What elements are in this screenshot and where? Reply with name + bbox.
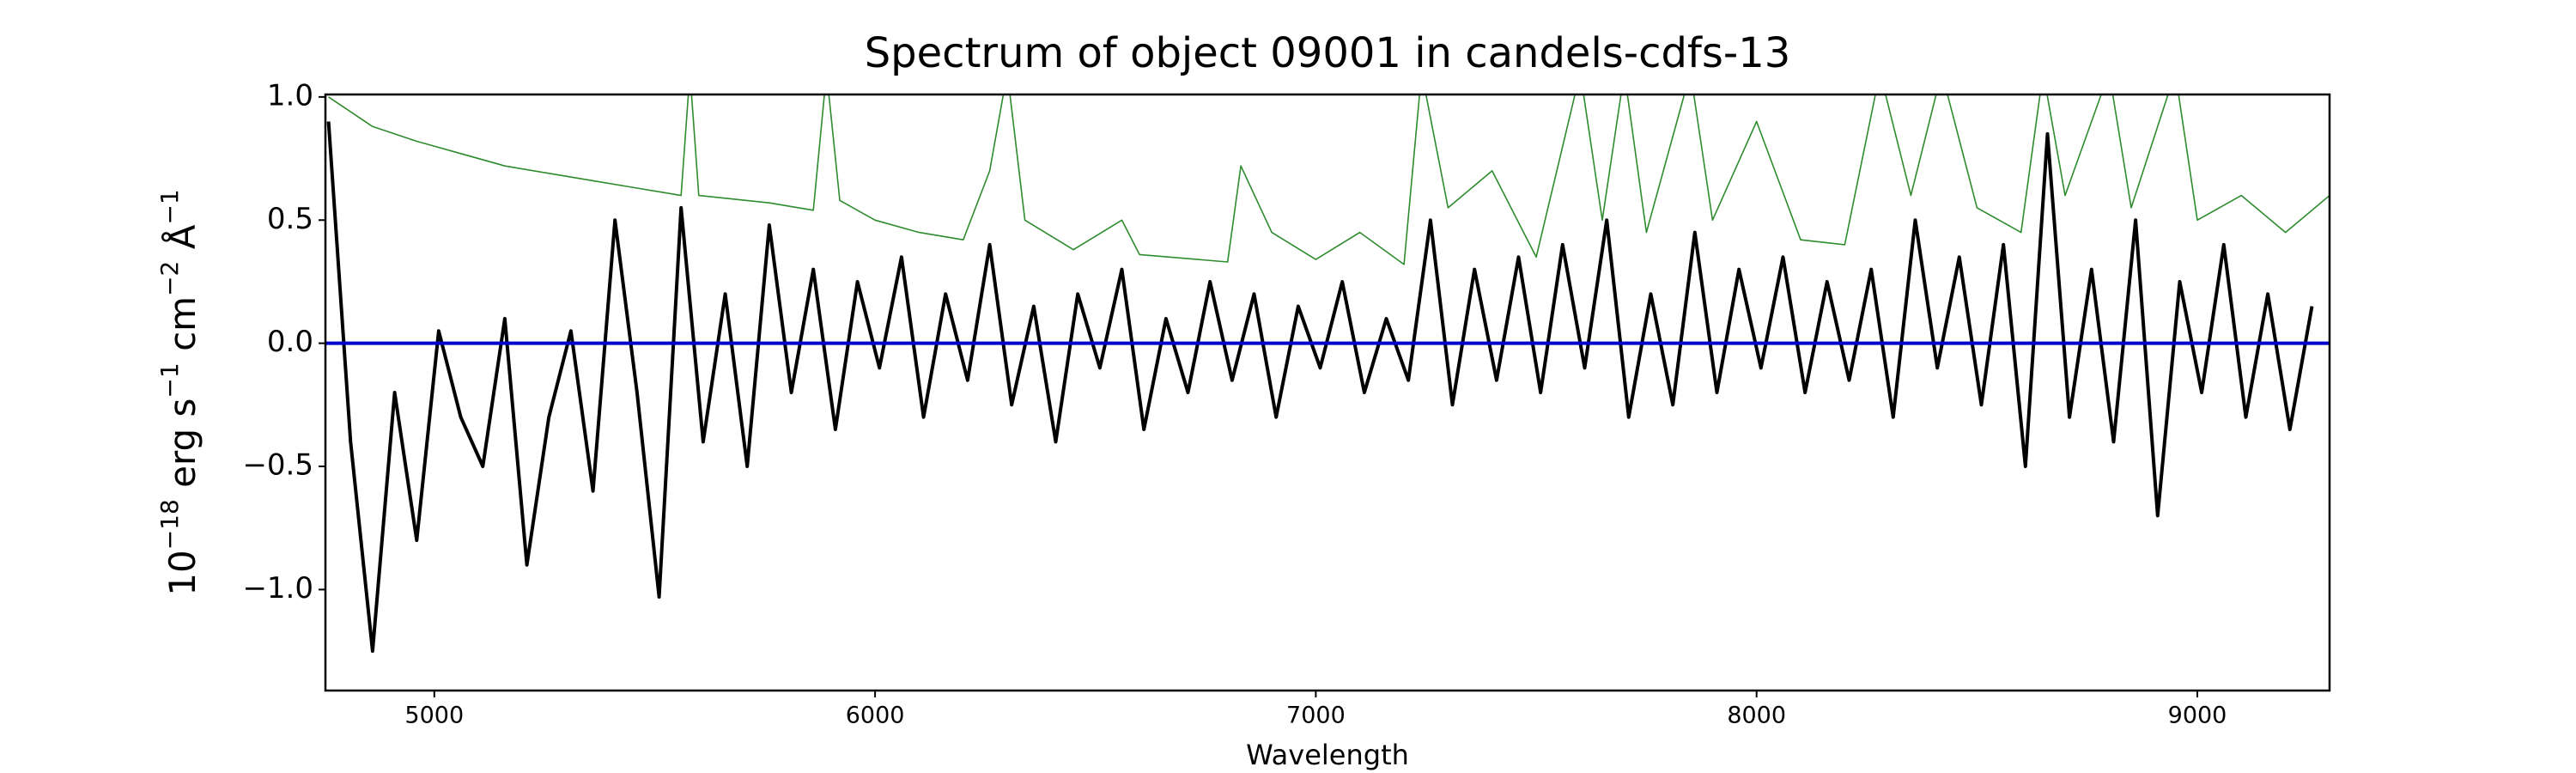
y-label-superscript: −1 [155,189,184,224]
y-tick-label: 1.0 [267,78,313,113]
y-tick-label: 0.0 [267,325,313,359]
y-label-text: 10 [161,550,204,595]
y-label-text: Å [161,224,204,260]
x-tick-label: 9000 [2168,703,2227,729]
x-tick-label: 7000 [1286,703,1346,729]
y-axis-label: 10−18 erg s−1 cm−2 Å−1 [155,189,204,595]
y-label-superscript: −1 [155,362,184,398]
chart-title: Spectrum of object 09001 in candels-cdfs… [865,29,1791,77]
y-tick-label: −0.5 [242,448,313,483]
x-axis-label: Wavelength [1246,739,1409,771]
y-label-text: cm [161,296,204,362]
spectrum-line [326,121,2314,654]
y-label-superscript: −2 [155,261,184,296]
y-tick-label: 0.5 [267,202,313,236]
spectrum-line [328,94,2330,265]
x-tick-label: 8000 [1727,703,1786,729]
x-tick-label: 6000 [846,703,905,729]
y-label-superscript: −18 [155,499,184,550]
plot-area [325,94,2330,654]
plot-frame [324,93,2331,692]
x-tick-label: 5000 [404,703,464,729]
y-label-text: erg s [161,399,204,500]
y-tick-label: −1.0 [242,571,313,606]
